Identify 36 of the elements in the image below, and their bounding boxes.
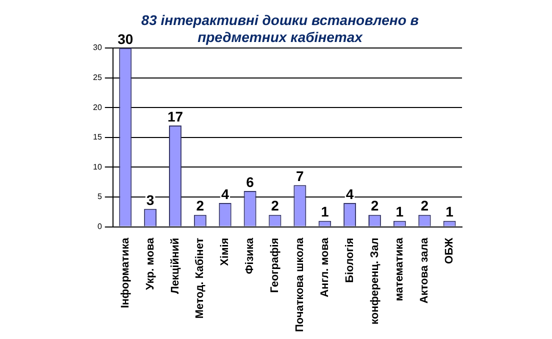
x-tick-label: Початкова школа — [294, 236, 306, 332]
data-label: 2 — [271, 198, 280, 214]
chart-title: 83 інтерактивні дошки встановлено в предметних кабінетах — [141, 12, 419, 45]
data-label: 4 — [346, 186, 354, 202]
data-label: 1 — [320, 204, 329, 220]
data-label: 3 — [146, 192, 154, 208]
x-tick-label: Хімія — [219, 238, 232, 266]
data-label: 1 — [396, 204, 404, 220]
y-tick-label: 20 — [92, 102, 102, 112]
data-label: 1 — [446, 204, 454, 220]
data-label: 4 — [221, 186, 230, 202]
data-label: 7 — [296, 168, 304, 184]
x-tick-label: ОБЖ — [444, 238, 456, 264]
data-label: 6 — [246, 174, 254, 190]
y-tick-label: 0 — [97, 222, 102, 232]
y-tick-label: 30 — [92, 43, 102, 52]
x-tick-label: Інформатика — [119, 236, 132, 308]
x-tick-label: Географія — [269, 238, 282, 293]
x-tick-label: Лекційний — [169, 238, 182, 294]
y-tick-label: 25 — [92, 73, 102, 82]
x-tick-label: Метод. Кабінет — [194, 237, 206, 319]
x-tick-label: Актова зала — [418, 236, 431, 304]
data-label: 2 — [370, 198, 379, 214]
x-tick-label: Фізика — [244, 236, 256, 274]
x-tick-label: конференц. Зал — [368, 238, 381, 324]
x-tick-label: математика — [394, 236, 406, 302]
data-label: 2 — [196, 198, 204, 214]
data-label: 2 — [420, 198, 429, 214]
y-tick-label: 10 — [92, 162, 102, 172]
y-tick-label: 5 — [97, 192, 102, 202]
x-tick-label: Англ. мова — [318, 236, 331, 298]
y-tick-label: 15 — [92, 132, 102, 142]
x-tick-label: Укр. мова — [144, 236, 156, 290]
x-tick-label: Біологія — [344, 238, 356, 283]
data-label: 17 — [167, 108, 184, 124]
data-label: 30 — [118, 30, 134, 47]
